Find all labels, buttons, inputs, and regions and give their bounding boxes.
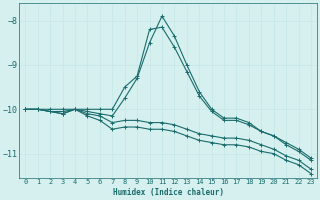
- X-axis label: Humidex (Indice chaleur): Humidex (Indice chaleur): [113, 188, 224, 197]
